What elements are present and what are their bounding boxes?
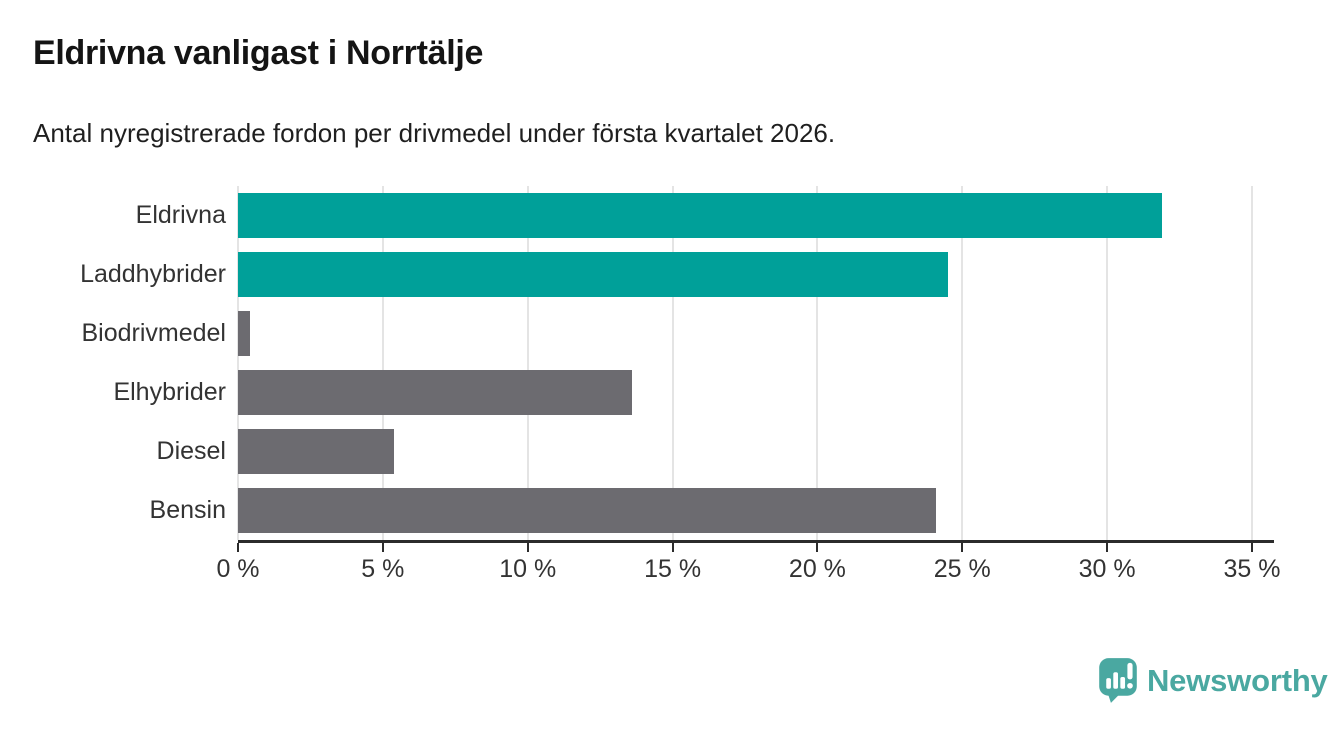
category-labels: Eldrivna Laddhybrider Biodrivmedel Elhybrid…: [0, 186, 226, 540]
plot-area: [237, 186, 1253, 540]
gridline: [1106, 186, 1109, 540]
gridline: [816, 186, 819, 540]
category-label: Eldrivna: [135, 201, 226, 229]
x-tick-mark: [671, 543, 674, 552]
x-tick-mark: [237, 543, 239, 552]
x-tick-label: 15 %: [644, 555, 702, 583]
x-tick-label: 35 %: [1223, 555, 1281, 583]
x-tick-label: 30 %: [1078, 555, 1136, 583]
bar-biodrivmedel: [238, 311, 250, 356]
gridline: [671, 186, 674, 540]
category-label: Biodrivmedel: [81, 319, 226, 347]
category-label: Laddhybrider: [80, 260, 226, 288]
category-label: Bensin: [149, 496, 226, 524]
x-tick-mark: [816, 543, 819, 552]
bar-laddhybrider: [238, 252, 948, 297]
category-label: Diesel: [156, 437, 226, 465]
gridline: [526, 186, 529, 540]
x-tick-label: 5 %: [361, 555, 405, 583]
x-tick-mark: [381, 543, 384, 552]
chart-subtitle: Antal nyregistrerade fordon per drivmede…: [33, 118, 836, 148]
x-tick-label: 20 %: [788, 555, 846, 583]
gridline: [961, 186, 964, 540]
x-tick-mark: [526, 543, 529, 552]
newsworthy-icon: [1099, 658, 1137, 703]
bar-bensin: [238, 488, 937, 533]
x-tick-label: 25 %: [933, 555, 991, 583]
x-tick-label: 0 %: [216, 555, 260, 583]
newsworthy-logo: Newsworthy: [1098, 657, 1328, 704]
newsworthy-wordmark: Newsworthy: [1147, 662, 1328, 698]
bar-elhybrider: [238, 370, 632, 415]
x-tick-mark: [1106, 543, 1109, 552]
gridline: [237, 186, 239, 540]
category-label: Elhybrider: [113, 378, 226, 406]
gridline: [1251, 186, 1253, 540]
chart-title: Eldrivna vanligast i Norrtälje: [33, 34, 484, 72]
x-axis-line: [238, 540, 1274, 543]
x-tick-mark: [1251, 543, 1253, 552]
bar-eldrivna: [238, 193, 1163, 238]
x-tick-label: 10 %: [499, 555, 557, 583]
gridline: [381, 186, 384, 540]
bar-diesel: [238, 429, 395, 474]
x-tick-mark: [961, 543, 964, 552]
